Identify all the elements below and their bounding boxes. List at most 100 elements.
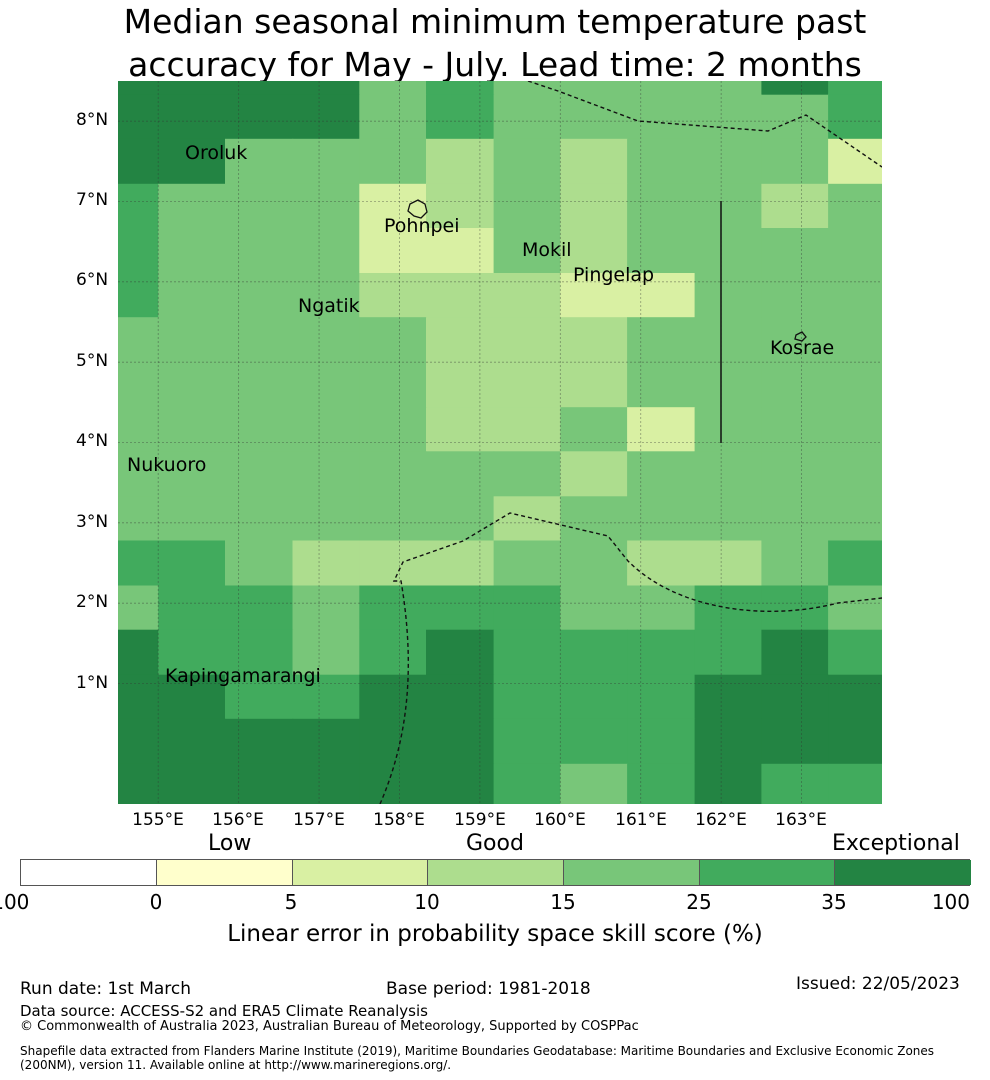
grid-cell	[560, 763, 628, 804]
grid-cell	[118, 228, 159, 274]
colorbar-divider	[156, 860, 157, 885]
grid-cell	[225, 763, 294, 804]
grid-cell	[426, 718, 495, 765]
grid-cell	[828, 94, 882, 140]
place-label-oroluk: Oroluk	[185, 142, 248, 164]
grid-cell	[158, 763, 226, 804]
grid-cell	[225, 718, 294, 765]
grid-cell	[359, 81, 427, 96]
grid-cell	[694, 183, 762, 229]
grid-cell	[158, 273, 226, 318]
grid-cell	[225, 273, 294, 318]
grid-cell	[493, 94, 561, 140]
grid-cell	[292, 362, 360, 408]
eez-boundary-north	[527, 81, 882, 168]
grid-cell	[627, 451, 696, 497]
grid-cell	[694, 94, 762, 140]
place-label-kosrae: Kosrae	[770, 337, 835, 359]
skill-score-map: Oroluk Pohnpei Mokil Pingelap Ngatik Kos…	[118, 81, 882, 804]
grid-cell	[426, 629, 495, 676]
map-canvas	[118, 81, 882, 804]
grid-cell	[761, 718, 829, 765]
grid-cell	[426, 362, 495, 408]
grid-cell	[761, 81, 829, 96]
grid-cell	[828, 81, 882, 96]
grid-cell	[627, 362, 696, 408]
grid-cell	[426, 407, 495, 452]
grid-cell	[118, 183, 159, 229]
grid-cell	[426, 496, 495, 542]
grid-cell	[158, 138, 226, 185]
grid-cell	[761, 183, 829, 229]
grid-cell	[225, 540, 294, 587]
grid-cell	[158, 94, 226, 140]
grid-cell	[158, 629, 226, 676]
colorbar-segment-1	[21, 860, 157, 885]
grid-cell	[158, 228, 226, 274]
grid-cell	[225, 496, 294, 542]
grid-cell	[359, 451, 427, 497]
grid-cell	[761, 228, 829, 274]
grid-cell	[761, 585, 829, 631]
grid-cell	[359, 496, 427, 542]
lon-label-156e: 156°E	[212, 810, 264, 830]
grid-cell	[828, 629, 882, 676]
grid-cell	[158, 81, 226, 96]
grid-cell	[828, 362, 882, 408]
eez-boundaries	[379, 81, 882, 804]
grid-cell	[118, 718, 159, 765]
lon-label-159e: 159°E	[454, 810, 506, 830]
place-label-nukuoro: Nukuoro	[127, 454, 207, 476]
grid-cell	[828, 407, 882, 452]
grid-cell	[828, 763, 882, 804]
grid-cell	[118, 362, 159, 408]
grid-cell	[225, 629, 294, 676]
grid-cell	[560, 317, 628, 363]
colorbar-category-good: Good	[466, 831, 524, 856]
grid-cell	[627, 228, 696, 274]
colorbar-tick: 10	[414, 890, 440, 914]
grid-cell	[225, 138, 294, 185]
grid-cell	[694, 629, 762, 676]
colorbar-label: Linear error in probability space skill …	[227, 921, 763, 947]
grid-cell	[828, 451, 882, 497]
run-date: Run date: 1st March	[20, 979, 192, 999]
grid-cell	[694, 138, 762, 185]
grid-cell	[426, 317, 495, 363]
colorbar-tick: 0	[149, 890, 163, 914]
shapefile-credit-line-1: Shapefile data extracted from Flanders M…	[20, 1044, 935, 1058]
island-outlines	[407, 199, 807, 342]
lon-label-157e: 157°E	[293, 810, 345, 830]
colorbar-tick: 15	[550, 890, 576, 914]
grid-cell	[694, 362, 762, 408]
grid-cell	[627, 496, 696, 542]
grid-cell	[158, 362, 226, 408]
grid-cell	[560, 585, 628, 631]
grid-cell	[359, 407, 427, 452]
grid-cell	[359, 183, 427, 229]
grid-cell	[493, 317, 561, 363]
grid-cell	[627, 317, 696, 363]
grid-cell	[225, 451, 294, 497]
grid-cell	[292, 629, 360, 676]
grid-cell	[292, 317, 360, 363]
grid-cell	[292, 407, 360, 452]
colorbar-segment-7	[835, 860, 971, 885]
grid-cell	[627, 585, 696, 631]
grid-cell	[158, 718, 226, 765]
grid-cell	[560, 228, 628, 274]
grid-cell	[225, 674, 294, 720]
colorbar-tick: -100	[0, 890, 30, 914]
grid-cell	[627, 273, 696, 318]
grid-cell	[828, 496, 882, 542]
lon-label-162e: 162°E	[695, 810, 747, 830]
grid-cell	[359, 674, 427, 720]
grid-cell	[560, 718, 628, 765]
grid-cell	[828, 138, 882, 185]
grid-cell	[761, 540, 829, 587]
place-label-kapingamarangi: Kapingamarangi	[165, 665, 321, 687]
grid-cell	[225, 81, 294, 96]
colorbar-category-exceptional: Exceptional	[832, 831, 960, 856]
grid-cell	[493, 81, 561, 96]
grid-cell	[694, 273, 762, 318]
